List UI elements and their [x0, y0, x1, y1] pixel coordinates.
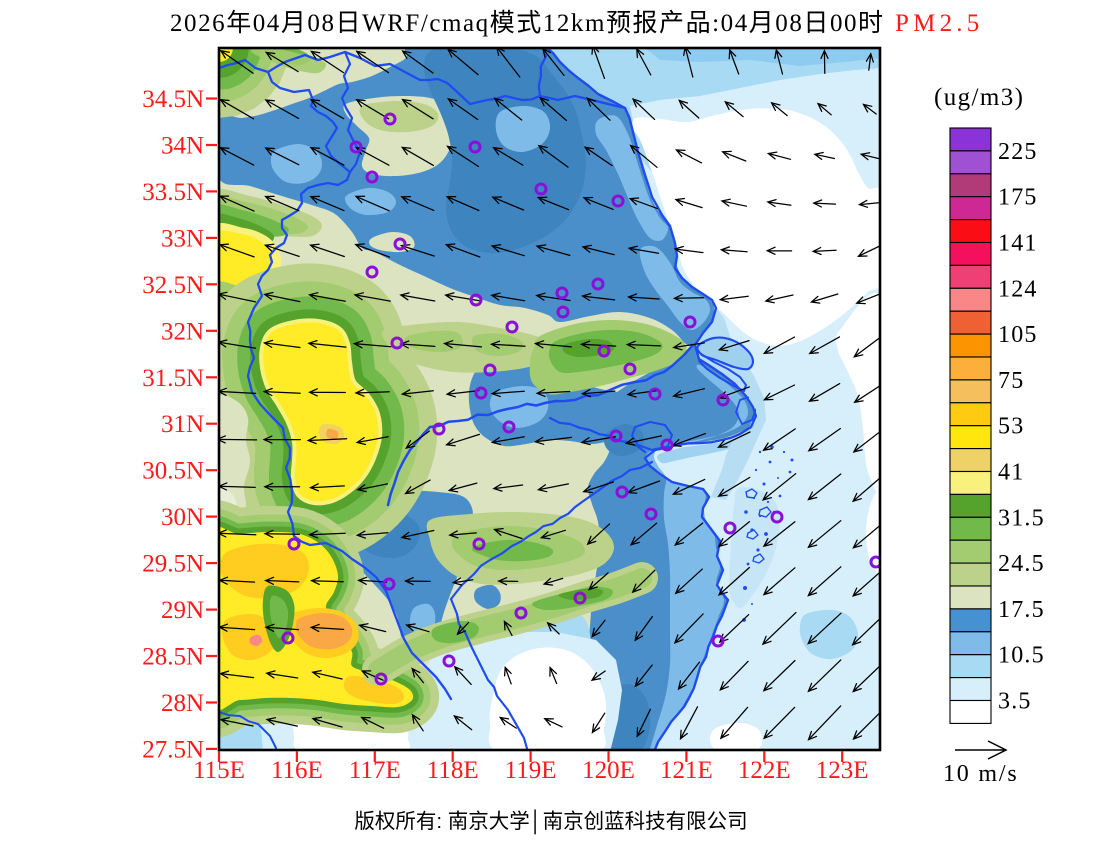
- svg-text:115E: 115E: [193, 757, 245, 784]
- svg-text:118E: 118E: [427, 757, 479, 784]
- svg-text:31.5: 31.5: [998, 505, 1045, 531]
- svg-text:117E: 117E: [349, 757, 401, 784]
- svg-text:17.5: 17.5: [998, 597, 1045, 623]
- svg-text:28N: 28N: [161, 690, 204, 717]
- svg-text:41: 41: [998, 460, 1024, 486]
- svg-text:31.5N: 31.5N: [142, 365, 204, 392]
- svg-text:30N: 30N: [161, 504, 204, 531]
- svg-text:10 m/s: 10 m/s: [943, 761, 1018, 787]
- svg-text:33.5N: 33.5N: [142, 179, 204, 206]
- svg-text:124: 124: [998, 276, 1038, 302]
- svg-text:141: 141: [998, 231, 1038, 257]
- svg-text:116E: 116E: [271, 757, 323, 784]
- svg-text:(ug/m3): (ug/m3): [934, 84, 1024, 111]
- svg-text:123E: 123E: [816, 757, 869, 784]
- svg-text:32.5N: 32.5N: [142, 272, 204, 299]
- svg-text:75: 75: [998, 368, 1024, 394]
- svg-text:53: 53: [998, 414, 1024, 440]
- svg-text:34.5N: 34.5N: [142, 86, 204, 113]
- svg-text:27.5N: 27.5N: [142, 736, 204, 763]
- svg-text:122E: 122E: [738, 757, 791, 784]
- svg-text:31N: 31N: [161, 411, 204, 438]
- svg-text:225: 225: [998, 139, 1038, 165]
- svg-text:29.5N: 29.5N: [142, 551, 204, 578]
- svg-text:3.5: 3.5: [998, 689, 1032, 715]
- svg-text:105: 105: [998, 322, 1038, 348]
- svg-text:29N: 29N: [161, 597, 204, 624]
- svg-text:2026年04月08日WRF/cmaq模式12km预报产品:: 2026年04月08日WRF/cmaq模式12km预报产品:04月08日00时 …: [170, 9, 983, 37]
- svg-text:28.5N: 28.5N: [142, 644, 204, 671]
- svg-text:版权所有: 南京大学│南京创蓝科技有限公司: 版权所有: 南京大学│南京创蓝科技有限公司: [354, 809, 747, 835]
- svg-text:24.5: 24.5: [998, 551, 1045, 577]
- svg-text:10.5: 10.5: [998, 643, 1045, 669]
- svg-text:32N: 32N: [161, 318, 204, 345]
- svg-text:34N: 34N: [161, 133, 204, 160]
- svg-text:121E: 121E: [660, 757, 713, 784]
- svg-text:33N: 33N: [161, 225, 204, 252]
- svg-text:175: 175: [998, 185, 1038, 211]
- svg-text:30.5N: 30.5N: [142, 458, 204, 485]
- svg-text:120E: 120E: [582, 757, 635, 784]
- svg-text:119E: 119E: [505, 757, 557, 784]
